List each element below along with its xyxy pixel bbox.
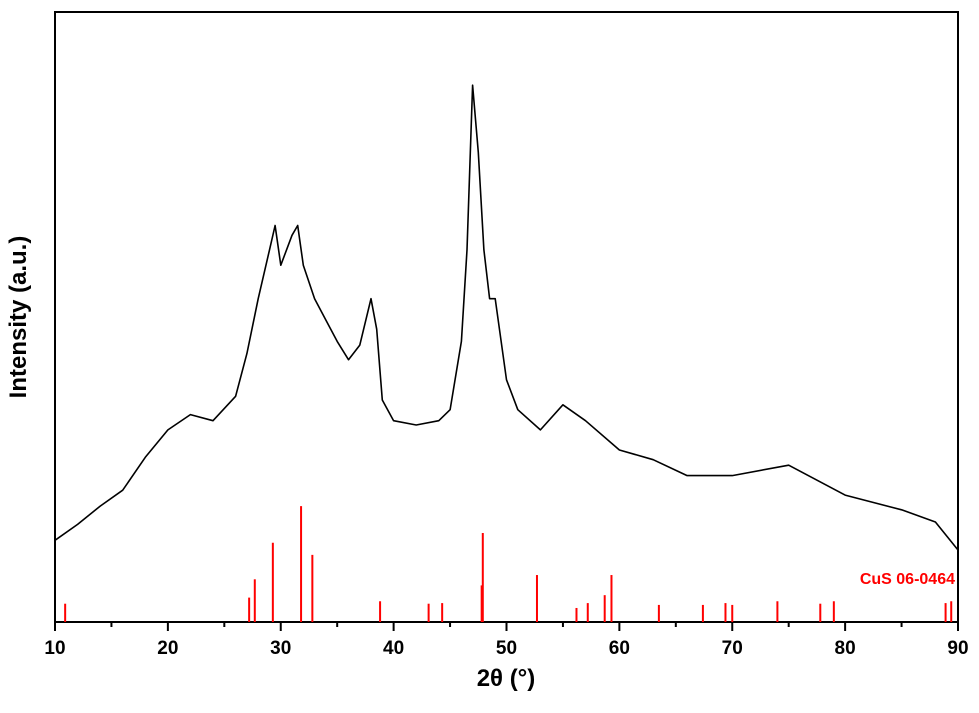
xrd-pattern: [54, 84, 959, 551]
y-axis-label: Intensity (a.u.): [5, 236, 32, 399]
x-tick-label: 50: [496, 638, 517, 659]
reference-label: CuS 06-0464: [860, 571, 955, 588]
plot-frame: [54, 11, 959, 623]
x-tick-label: 90: [947, 638, 968, 659]
x-tick-label: 40: [383, 638, 404, 659]
x-tick-label: 30: [270, 638, 291, 659]
x-axis-label: 2θ (°): [477, 665, 536, 692]
x-tick-label: 60: [609, 638, 630, 659]
x-tick-label: 70: [722, 638, 743, 659]
x-tick-label: 20: [157, 638, 178, 659]
x-tick-label: 10: [44, 638, 65, 659]
x-tick-label: 80: [835, 638, 856, 659]
